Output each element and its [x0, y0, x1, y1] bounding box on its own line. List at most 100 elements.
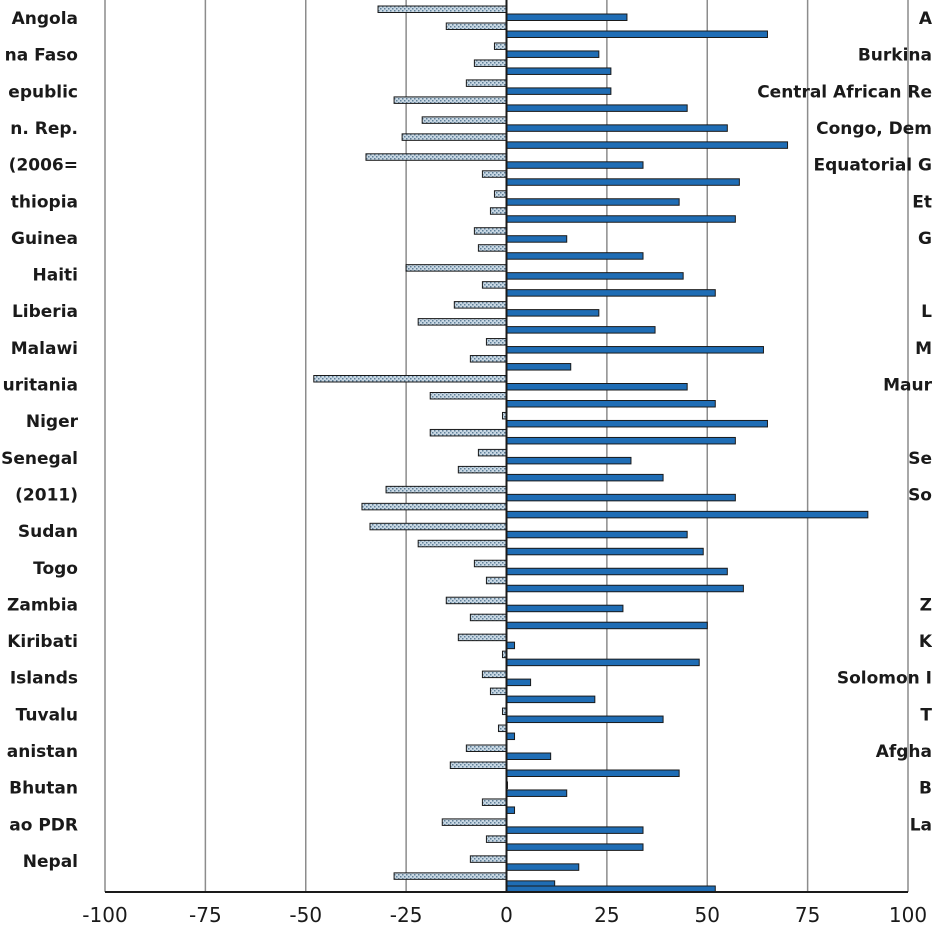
bar — [477, 244, 507, 252]
bar — [473, 59, 508, 67]
x-tick-label: -75 — [189, 903, 222, 927]
category-label-left: ao PDR — [9, 815, 78, 835]
bar — [445, 22, 507, 30]
bar — [506, 272, 684, 280]
bar — [506, 50, 600, 58]
x-axis: -100 -75 -50 -25 0 25 50 75 100 — [82, 0, 927, 927]
bar — [506, 863, 580, 871]
bar — [506, 67, 612, 75]
bar — [377, 5, 507, 13]
bar — [485, 835, 507, 843]
bar — [506, 400, 716, 408]
bar — [506, 678, 532, 687]
bar — [457, 633, 508, 642]
bar — [393, 872, 507, 880]
bar — [506, 530, 688, 539]
category-label-left: Guinea — [11, 229, 78, 249]
bar — [449, 761, 508, 769]
bar — [506, 436, 736, 445]
bars — [313, 5, 869, 893]
category-label-right: Z — [920, 595, 932, 615]
bar — [493, 42, 507, 50]
category-label-right: B — [919, 779, 932, 799]
category-label-right: So — [908, 485, 932, 505]
bar — [473, 559, 508, 568]
bar — [497, 724, 508, 733]
bar — [417, 318, 508, 326]
category-label-left: na Faso — [5, 46, 78, 66]
bar — [477, 448, 507, 457]
category-label-left: anistan — [7, 742, 78, 762]
bar — [361, 502, 507, 511]
bar — [506, 309, 600, 317]
bar — [506, 363, 572, 371]
bar — [489, 207, 508, 215]
bar — [441, 818, 508, 826]
x-tick-label: 25 — [594, 903, 619, 927]
category-label-right: Se — [908, 449, 932, 469]
bar — [506, 493, 736, 502]
x-tick-label: 50 — [695, 903, 720, 927]
bar — [506, 732, 516, 741]
category-label-left: Nepal — [23, 852, 78, 872]
category-label-right: Afgha — [876, 742, 932, 762]
bar — [506, 769, 680, 777]
bar — [369, 522, 507, 531]
category-label-right: K — [919, 632, 932, 652]
category-label-right: M — [915, 339, 932, 359]
bar — [506, 104, 688, 112]
category-label-left: uritania — [3, 376, 78, 396]
bar — [401, 133, 507, 141]
bar — [506, 547, 704, 556]
x-tick-label: 100 — [889, 903, 927, 927]
category-label-left: Zambia — [7, 595, 78, 615]
bar — [489, 687, 508, 696]
bar — [405, 264, 507, 272]
bar — [469, 355, 507, 363]
bar — [421, 116, 507, 124]
bar — [453, 301, 507, 309]
bar — [481, 670, 508, 679]
category-label-right: La — [910, 815, 932, 835]
bar — [506, 178, 740, 186]
category-label-left: epublic — [8, 82, 78, 102]
bar — [506, 252, 644, 260]
bar — [506, 124, 728, 132]
bar — [481, 798, 508, 806]
bar — [506, 826, 644, 834]
category-label-right: Central African Re — [757, 82, 932, 102]
bar — [506, 806, 516, 814]
category-label-left: Sudan — [18, 522, 78, 542]
category-label-left: Bhutan — [9, 779, 78, 799]
x-tick-label: -50 — [289, 903, 322, 927]
bar — [506, 510, 869, 519]
category-label-right: Maur — [883, 376, 932, 396]
bar — [506, 419, 768, 428]
bar — [365, 153, 507, 161]
bar — [473, 227, 508, 235]
bar — [506, 198, 680, 206]
bar — [429, 428, 507, 437]
bar — [506, 789, 568, 797]
category-label-left: thiopia — [11, 192, 78, 212]
bar — [493, 190, 507, 198]
bar — [429, 392, 507, 400]
bar — [506, 641, 516, 650]
category-label-right: Solomon I — [837, 669, 932, 689]
bar — [506, 289, 716, 297]
bar — [506, 30, 768, 38]
bar — [485, 576, 507, 585]
category-label-right: Burkina — [858, 46, 932, 66]
bar — [506, 621, 708, 630]
category-label-left: Haiti — [33, 266, 78, 286]
bar — [506, 326, 656, 334]
bar — [506, 215, 736, 223]
category-label-left: Togo — [33, 559, 78, 579]
bar — [506, 695, 596, 704]
category-label-left: Kiribati — [7, 632, 78, 652]
bar — [506, 658, 700, 667]
x-tick-label: 0 — [500, 903, 513, 927]
category-label-left: (2006= — [9, 156, 78, 176]
bar — [506, 346, 764, 354]
